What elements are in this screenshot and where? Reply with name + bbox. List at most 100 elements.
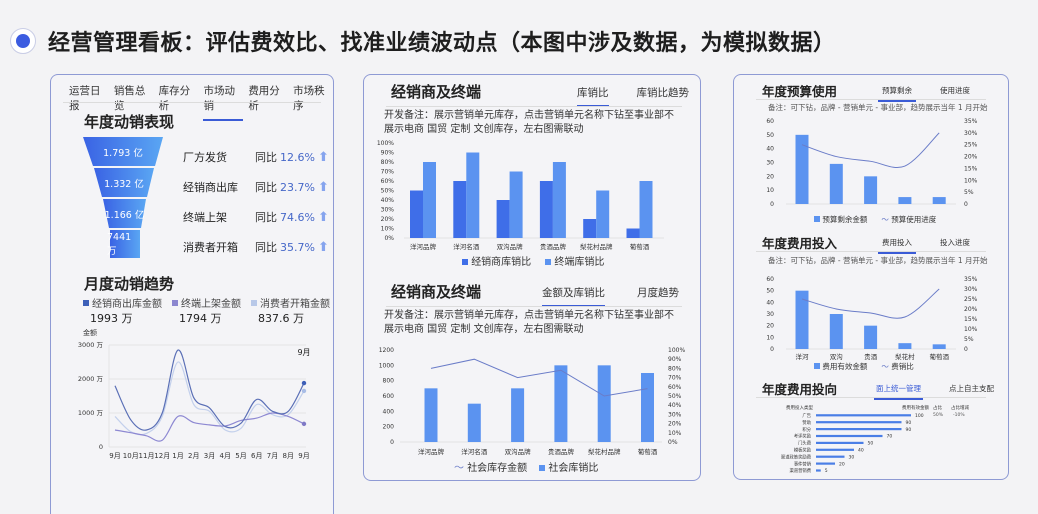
metric-terminal-shelving: 终端上架 同比 74.6% ⬆ bbox=[183, 209, 329, 225]
legend-social-inventory-amount[interactable]: 〜 社会库存金额 bbox=[454, 463, 528, 474]
svg-text:事件营销: 事件营销 bbox=[794, 460, 812, 467]
monthly-trend-chart: 金额 3000 万 2000 万 1000 万 0 9月 9月 10月 11月 12月… bbox=[78, 328, 311, 460]
svg-text:10%: 10% bbox=[381, 226, 395, 233]
trend-line bbox=[801, 132, 940, 169]
svg-text:模板奖励: 模板奖励 bbox=[794, 447, 811, 454]
svg-text:贵酒: 贵酒 bbox=[864, 352, 878, 361]
tab-autonomous-allocation[interactable]: 点上自主支配 bbox=[949, 384, 994, 393]
svg-text:40: 40 bbox=[766, 146, 774, 153]
legend-budget-remaining[interactable]: 预算剩余金额 bbox=[814, 214, 867, 225]
svg-text:1200: 1200 bbox=[379, 347, 394, 354]
svg-text:50: 50 bbox=[766, 288, 774, 295]
tab-monthly-trend[interactable]: 月度趋势 bbox=[637, 287, 679, 299]
svg-text:0%: 0% bbox=[668, 439, 678, 446]
divider bbox=[756, 99, 986, 100]
divider bbox=[386, 306, 682, 307]
svg-text:梨花村: 梨花村 bbox=[895, 352, 915, 361]
svg-text:双沟: 双沟 bbox=[830, 352, 843, 361]
svg-text:洋河名酒: 洋河名酒 bbox=[461, 447, 488, 456]
line-legend-icon: 〜 bbox=[881, 362, 889, 371]
tab-amount-ratio[interactable]: 金额及库销比 bbox=[542, 285, 605, 307]
dealer-terminal-title-2: 经销商及终端 bbox=[391, 283, 482, 301]
tab-inventory-sales-ratio[interactable]: 库销比 bbox=[577, 85, 609, 107]
svg-text:-10%: -10% bbox=[953, 412, 965, 418]
monthly-trend-title: 月度动销趋势 bbox=[84, 275, 175, 293]
bar-social-ratio bbox=[467, 403, 481, 442]
legend-dealer-outbound[interactable]: 经销商出库金额 1993 万 bbox=[83, 295, 162, 326]
dealer-terminal-title: 经销商及终端 bbox=[391, 83, 482, 101]
tab-ratio-trend[interactable]: 库销比趋势 bbox=[636, 87, 690, 99]
bar-social-ratio bbox=[554, 365, 568, 442]
svg-text:6月: 6月 bbox=[251, 452, 262, 460]
svg-text:0: 0 bbox=[390, 439, 394, 446]
svg-text:8月: 8月 bbox=[283, 452, 294, 460]
svg-text:40%: 40% bbox=[668, 402, 682, 409]
funnel-value-4: 7441 万 bbox=[107, 231, 132, 257]
svg-text:100%: 100% bbox=[377, 140, 394, 147]
svg-text:1000: 1000 bbox=[379, 362, 394, 369]
funnel-stage-3[interactable] bbox=[103, 199, 146, 228]
svg-text:葡萄酒: 葡萄酒 bbox=[630, 242, 650, 251]
direction-bar bbox=[816, 455, 845, 458]
svg-text:100%: 100% bbox=[668, 347, 685, 354]
funnel-value-2: 1.332 亿 bbox=[104, 178, 144, 190]
metric-factory-shipment: 厂方发货 同比 12.6% ⬆ bbox=[183, 149, 329, 165]
legend-terminal-shelving[interactable]: 终端上架金额 1794 万 bbox=[172, 295, 241, 326]
bar-terminal-ratio bbox=[639, 181, 653, 238]
svg-text:9月: 9月 bbox=[297, 348, 310, 357]
tab-daily-ops[interactable]: 运营日报 bbox=[69, 85, 101, 112]
direction-bar bbox=[816, 469, 821, 472]
page-title: 经营管理看板：评估费效比、找准业绩波动点（本图中涉及数据，为模拟数据） bbox=[48, 31, 836, 56]
line-legend-icon: 〜 bbox=[881, 215, 889, 224]
svg-text:20: 20 bbox=[766, 323, 774, 330]
funnel-stage-4[interactable] bbox=[110, 230, 140, 258]
svg-text:10: 10 bbox=[766, 334, 774, 341]
tab-sales-overview[interactable]: 销售总览 bbox=[113, 85, 146, 112]
trend-line-1 bbox=[114, 412, 305, 442]
legend-effective-expense[interactable]: 费用有效金额 bbox=[814, 361, 867, 372]
funnel-stage-1[interactable] bbox=[83, 137, 163, 166]
tab-market-sales[interactable]: 市场动销 bbox=[203, 83, 244, 121]
funnel-stage-2[interactable] bbox=[94, 168, 154, 197]
tab-market-order[interactable]: 市场秩序 bbox=[293, 85, 325, 112]
divider bbox=[63, 102, 321, 103]
line-social-amount bbox=[430, 358, 648, 397]
svg-text:30%: 30% bbox=[964, 130, 978, 137]
legend-expense-ratio[interactable]: 〜 费销比 bbox=[881, 362, 914, 371]
bar-dealer-ratio bbox=[583, 219, 597, 238]
tab-budget-remaining[interactable]: 预算剩余 bbox=[878, 85, 916, 102]
tab-expense-input[interactable]: 费用投入 bbox=[878, 237, 916, 254]
svg-text:40: 40 bbox=[858, 448, 864, 454]
legend-consumer-unboxing[interactable]: 消费者开箱金额 837.6 万 bbox=[251, 295, 330, 326]
tab-expense-analysis[interactable]: 费用分析 bbox=[248, 85, 280, 112]
svg-text:4月: 4月 bbox=[220, 452, 231, 460]
amount-legend: 〜 社会库存金额 社会库销比 bbox=[454, 459, 598, 474]
tab-input-progress[interactable]: 投入进度 bbox=[940, 238, 970, 247]
tab-unified-management[interactable]: 面上统一管理 bbox=[874, 383, 923, 400]
yoy-value: 74.6% bbox=[280, 210, 315, 224]
svg-text:35%: 35% bbox=[964, 276, 978, 283]
legend-dealer-ratio[interactable]: 经销商库销比 bbox=[462, 253, 531, 268]
tab-inventory-analysis[interactable]: 库存分析 bbox=[158, 85, 191, 112]
svg-text:11月: 11月 bbox=[139, 452, 155, 460]
svg-text:双沟品牌: 双沟品牌 bbox=[505, 447, 531, 456]
tab-usage-progress[interactable]: 使用进度 bbox=[940, 86, 970, 95]
legend-social-ratio[interactable]: 社会库销比 bbox=[539, 459, 598, 474]
dealer-terminal-panel: 经销商及终端 库销比 库销比趋势 开发备注：展示营销单元库存，点击营销单元名称下… bbox=[363, 74, 701, 481]
bar bbox=[898, 343, 912, 349]
svg-text:50%: 50% bbox=[933, 412, 944, 418]
budget-legend: 预算剩余金额 〜 预算使用进度 bbox=[814, 214, 936, 225]
yoy-value: 23.7% bbox=[280, 180, 315, 194]
svg-text:5%: 5% bbox=[964, 336, 974, 343]
svg-text:渠道营销费: 渠道营销费 bbox=[790, 467, 812, 474]
legend-terminal-ratio[interactable]: 终端库销比 bbox=[545, 253, 604, 268]
bar-terminal-ratio bbox=[596, 190, 610, 238]
svg-text:5月: 5月 bbox=[235, 452, 246, 460]
expense-direction-bar-chart: 费用投入类型 费用有效金额 占比 占比增减 50% -10% 广告 100 赞助 90… bbox=[781, 404, 970, 474]
direction-title: 年度费用投向 bbox=[762, 382, 838, 397]
svg-text:600: 600 bbox=[383, 393, 395, 400]
svg-text:20%: 20% bbox=[668, 421, 682, 428]
svg-text:0: 0 bbox=[964, 201, 968, 207]
metric-dealer-outbound: 经销商出库 同比 23.7% ⬆ bbox=[183, 179, 329, 195]
legend-budget-progress[interactable]: 〜 预算使用进度 bbox=[881, 215, 937, 224]
